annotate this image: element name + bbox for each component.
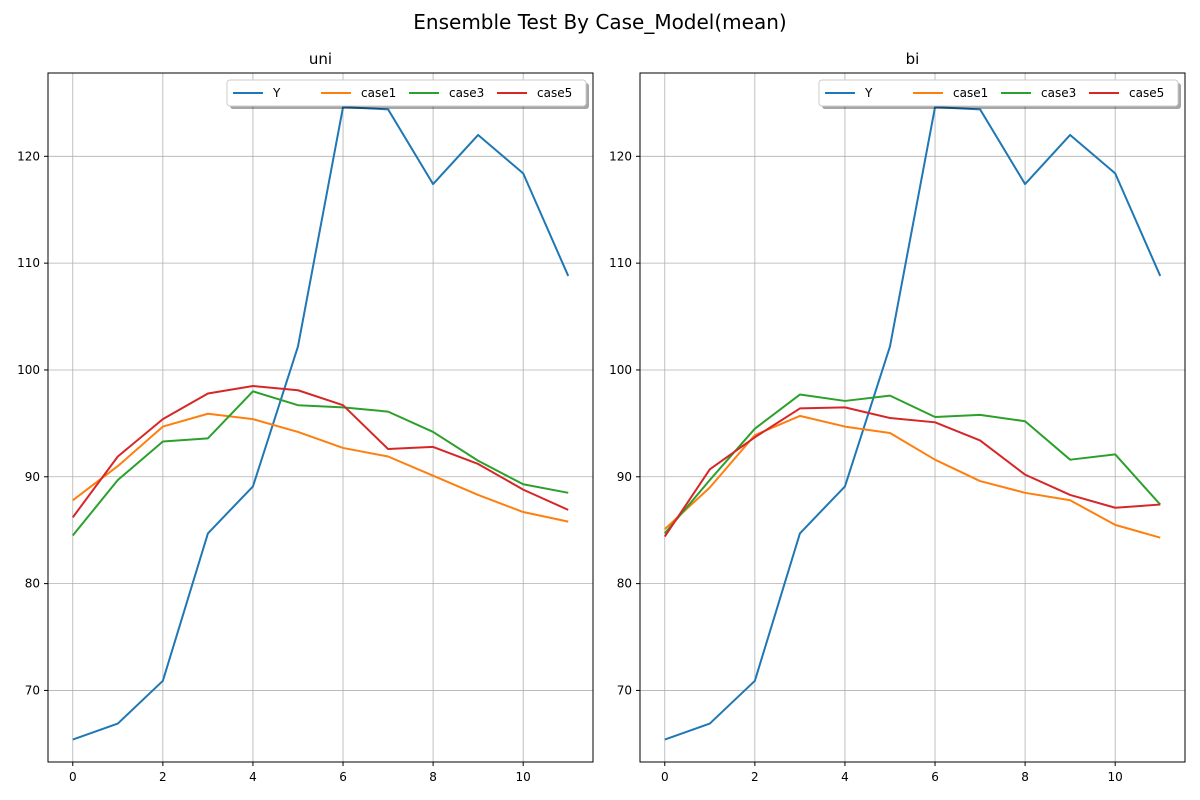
axes-frame — [47, 72, 594, 763]
panel-bi: 0 2 4 6 8 10 70 80 90 100 110 120 bi Y case1 case3 case5 — [609, 50, 1186, 784]
legend-label-Y: Y — [272, 86, 281, 100]
axes-frame — [639, 72, 1186, 763]
series-line-case1 — [72, 412, 569, 523]
series-line-Y — [664, 106, 1162, 741]
x-tick-label: 4 — [249, 770, 257, 784]
x-tick-label: 6 — [339, 770, 347, 784]
y-tick-label: 80 — [25, 577, 40, 591]
series-line-case5 — [71, 384, 569, 518]
series-line-case3 — [71, 390, 569, 537]
y-tick-label: 70 — [25, 683, 40, 697]
series-line-case1 — [664, 414, 1161, 539]
x-tick-label: 6 — [931, 770, 939, 784]
x-tick-label: 0 — [69, 770, 77, 784]
panel-uni: 0 2 4 6 8 10 70 80 90 100 110 120 uni Y case1 case3 case… — [17, 50, 594, 784]
panel-title: bi — [906, 50, 920, 68]
x-tick-label: 8 — [429, 770, 437, 784]
x-tick-label: 4 — [841, 770, 849, 784]
legend-box — [818, 79, 1179, 107]
legend-label-case3: case3 — [1041, 86, 1076, 100]
y-tick-label: 80 — [617, 577, 632, 591]
x-tick-label: 2 — [159, 770, 167, 784]
figure-title: Ensemble Test By Case_Model(mean) — [413, 10, 787, 34]
y-tick-label: 100 — [17, 363, 40, 377]
y-tick-label: 110 — [17, 256, 40, 270]
y-tick-label: 90 — [25, 470, 40, 484]
legend-label-case5: case5 — [537, 86, 572, 100]
y-tick-label: 100 — [609, 363, 632, 377]
y-tick-label: 110 — [609, 256, 632, 270]
x-tick-label: 10 — [516, 770, 531, 784]
x-tick-label: 8 — [1021, 770, 1029, 784]
legend-label-Y: Y — [864, 86, 873, 100]
legend-label-case1: case1 — [361, 86, 396, 100]
legend-label-case5: case5 — [1129, 86, 1164, 100]
x-tick-label: 2 — [751, 770, 759, 784]
y-tick-label: 120 — [609, 149, 632, 163]
series-line-case3 — [664, 393, 1161, 535]
series-line-case5 — [663, 406, 1161, 538]
y-tick-label: 70 — [617, 683, 632, 697]
y-tick-label: 90 — [617, 470, 632, 484]
legend-box — [226, 79, 587, 107]
x-tick-label: 10 — [1108, 770, 1123, 784]
panel-title: uni — [309, 50, 332, 68]
series-line-Y — [72, 106, 570, 741]
legend-label-case3: case3 — [449, 86, 484, 100]
x-tick-label: 0 — [661, 770, 669, 784]
legend-label-case1: case1 — [953, 86, 988, 100]
y-tick-label: 120 — [17, 149, 40, 163]
